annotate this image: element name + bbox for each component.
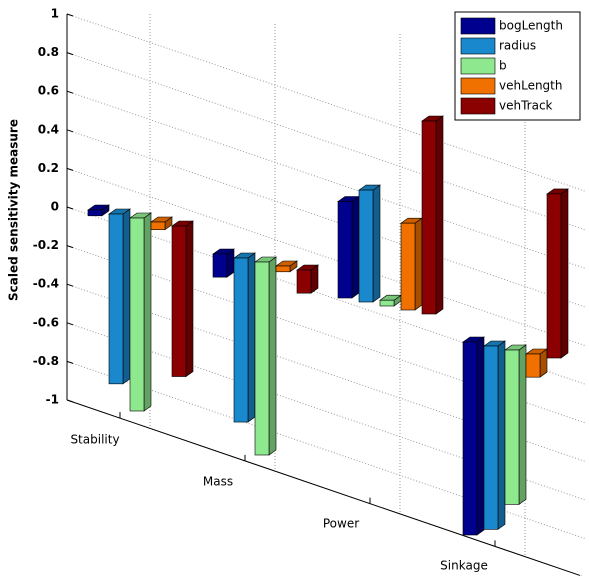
- grid-line: [66, 129, 586, 308]
- y-tick-label: -0.8: [33, 354, 59, 368]
- bar-front: [212, 253, 228, 278]
- y-tick-label: 0: [51, 200, 59, 214]
- y-tick: [66, 206, 74, 210]
- y-tick-label: -0.6: [33, 315, 59, 329]
- bar-side: [247, 252, 256, 423]
- grid-line: [66, 52, 586, 231]
- y-tick-label: -0.2: [33, 238, 59, 252]
- bar-side: [476, 336, 485, 536]
- grid-line: [66, 90, 586, 269]
- bar: [150, 216, 173, 231]
- legend-swatch: [460, 77, 496, 95]
- bar: [87, 204, 110, 217]
- bar: [233, 252, 256, 423]
- bar-side: [351, 195, 360, 299]
- bar: [504, 344, 527, 505]
- y-axis-label: Scaled sensitivity measure: [7, 119, 21, 301]
- bar: [379, 294, 402, 307]
- bar-front: [358, 189, 374, 303]
- y-tick: [66, 52, 74, 56]
- bar-front: [421, 120, 437, 315]
- y-tick: [66, 245, 74, 249]
- bar: [171, 220, 194, 378]
- y-tick-label: 1: [51, 7, 59, 21]
- bar: [108, 208, 131, 385]
- bar: [275, 260, 298, 273]
- bar: [212, 248, 235, 278]
- bar-front: [400, 222, 416, 311]
- bar: [296, 264, 319, 294]
- legend-swatch: [460, 97, 496, 115]
- legend-swatch: [460, 17, 496, 35]
- y-tick: [66, 283, 74, 287]
- bar-side: [414, 217, 423, 311]
- bar-side: [497, 340, 506, 530]
- bar: [421, 115, 444, 315]
- bar-front: [296, 269, 312, 294]
- bar-front: [150, 221, 166, 231]
- bar-front: [233, 257, 249, 423]
- legend-label: vehTrack: [499, 99, 553, 113]
- bar-side: [435, 115, 444, 315]
- bar-front: [462, 341, 478, 536]
- bar-front: [525, 353, 541, 378]
- y-tick: [66, 90, 74, 94]
- bar-front: [483, 345, 499, 530]
- bar-front: [87, 209, 103, 217]
- bar-front: [275, 265, 291, 273]
- bar-side: [560, 188, 569, 359]
- bar-side: [518, 344, 527, 505]
- bar-front: [171, 225, 187, 377]
- bar-side: [122, 208, 131, 385]
- y-tick-label: 0.4: [38, 122, 59, 136]
- y-tick: [66, 167, 74, 171]
- legend-label: radius: [499, 39, 536, 53]
- x-tick-label: Stability: [70, 433, 119, 447]
- legend-label: vehLength: [499, 79, 562, 93]
- y-tick-label: 0.6: [38, 84, 59, 98]
- grid-line: [66, 167, 586, 347]
- bar-front: [546, 193, 562, 359]
- bar-front: [504, 349, 520, 505]
- bar-side: [268, 256, 277, 456]
- bar-side: [143, 212, 152, 412]
- bar-front: [129, 217, 145, 412]
- legend-label: b: [499, 59, 507, 73]
- bar: [462, 336, 485, 536]
- bar-front: [337, 201, 353, 299]
- bar: [546, 188, 569, 359]
- legend-swatch: [460, 37, 496, 55]
- x-tick-label: Mass: [203, 475, 233, 489]
- bars: [87, 115, 569, 536]
- bar: [400, 217, 423, 311]
- y-tick: [66, 322, 74, 326]
- y-tick-label: 0.8: [38, 45, 59, 59]
- bar: [525, 348, 548, 378]
- bar: [358, 184, 381, 303]
- legend: bogLength radius b vehLength vehTrack: [454, 11, 581, 121]
- bar-side: [185, 220, 194, 378]
- legend-label: bogLength: [499, 19, 563, 33]
- y-tick: [66, 129, 74, 133]
- bar: [129, 212, 152, 412]
- bar-front: [108, 213, 124, 385]
- y-tick: [66, 13, 74, 17]
- bar-side: [372, 184, 381, 303]
- x-tick-label: Power: [323, 517, 359, 531]
- bar: [483, 340, 506, 530]
- bar-front: [379, 299, 395, 307]
- y-tick-label: -1: [46, 393, 59, 407]
- x-tick-label: Sinkage: [440, 559, 488, 573]
- legend-swatch: [460, 57, 496, 75]
- bar: [254, 256, 277, 456]
- bar: [337, 195, 360, 299]
- y-tick: [66, 360, 74, 364]
- grid-line: [66, 13, 586, 192]
- bar-front: [254, 261, 270, 456]
- y-tick-label: 0.2: [38, 161, 59, 175]
- y-tick-label: -0.4: [33, 277, 59, 291]
- axes: -1 -0.8 -0.6 -0.4 -0.2 0 0.2 0.4 0.6 0.8 1 Stabilit…: [33, 7, 581, 576]
